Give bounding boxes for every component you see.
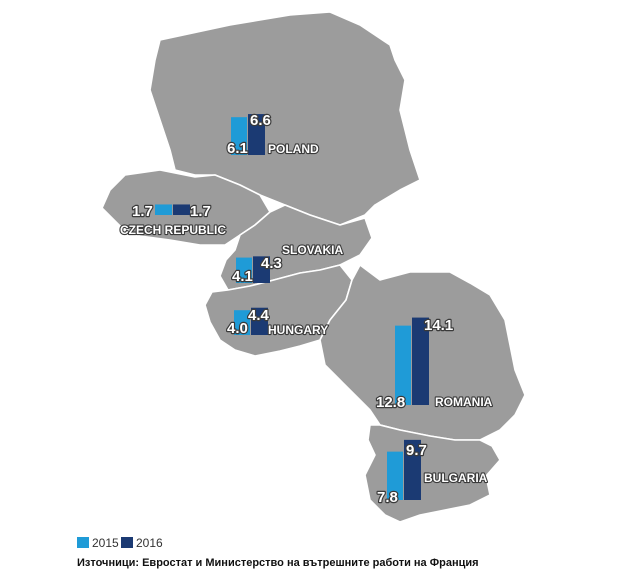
legend-swatch-2016: [121, 537, 133, 548]
bar-hungary-2015: [234, 310, 250, 335]
source-note: Източници: Евростат и Министерство на въ…: [77, 557, 479, 569]
legend-swatch-2015: [77, 537, 89, 548]
legend-label-2016: 2016: [136, 536, 163, 550]
bar-poland-2016: [248, 114, 265, 155]
bar-bulgaria-2015: [387, 451, 403, 500]
bar-romania-2015: [395, 325, 411, 405]
value-labels: 6.6 6.1 1.7 1.7 4.3 4.1 4.4 4.0 14.1 12.…: [131, 111, 455, 507]
value-label-poland-2015: 6.1: [227, 140, 248, 157]
bar-slovakia-2015: [236, 257, 252, 283]
bar-poland-2015: [231, 117, 247, 155]
bar-romania-2016: [412, 317, 429, 405]
value-label-hungary-2016: 4.4: [248, 307, 270, 324]
value-label-slovakia-2016: 4.3: [261, 255, 282, 272]
country-label-czech-republic: CZECH REPUBLIC: [120, 223, 226, 237]
country-label-poland: POLAND: [268, 142, 319, 156]
value-label-bulgaria-2016: 9.7: [406, 442, 427, 459]
bar-czech-republic-2015: [155, 204, 172, 215]
country-label-hungary: HUNGARY: [268, 323, 328, 337]
value-label-hungary-2015: 4.0: [227, 320, 248, 337]
bar-bulgaria-2016: [404, 439, 421, 500]
value-label-poland-2016: 6.6: [250, 112, 271, 129]
country-label-slovakia: SLOVAKIA: [282, 243, 343, 257]
map-countries: [101, 11, 526, 523]
country-poland-shape: [149, 11, 421, 226]
bar-czech-republic-2016: [173, 204, 190, 215]
value-label-czech-republic-2015: 1.7: [132, 203, 153, 220]
value-label-slovakia-2015: 4.1: [232, 268, 253, 285]
country-labels: POLAND CZECH REPUBLIC SLOVAKIA HUNGARY R…: [119, 141, 494, 486]
legend: 2015 2016: [77, 536, 163, 550]
value-label-bulgaria-2015: 7.8: [377, 489, 398, 506]
value-label-romania-2015: 12.8: [376, 394, 405, 411]
bars: [155, 114, 429, 500]
value-label-romania-2016: 14.1: [424, 317, 453, 334]
country-label-romania: ROMANIA: [435, 395, 493, 409]
legend-label-2015: 2015: [92, 536, 119, 550]
value-label-czech-republic-2016: 1.7: [190, 203, 211, 220]
bar-slovakia-2016: [253, 256, 270, 283]
bar-hungary-2016: [251, 307, 268, 335]
country-label-bulgaria: BULGARIA: [424, 471, 488, 485]
